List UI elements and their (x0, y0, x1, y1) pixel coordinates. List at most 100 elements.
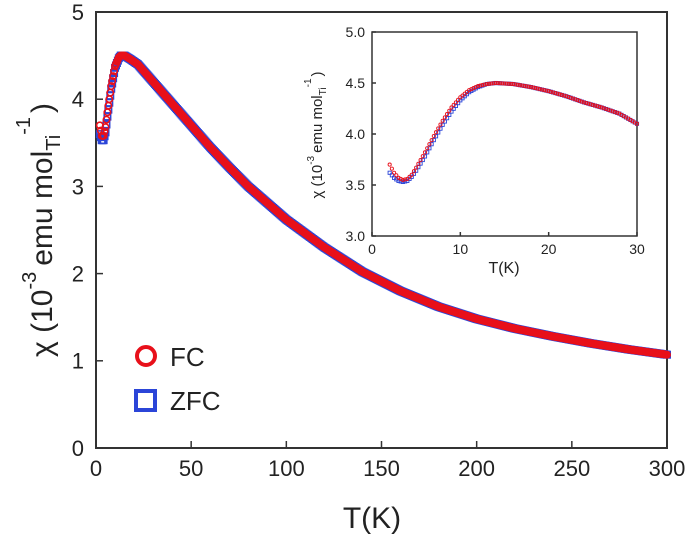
inset-fc-point (486, 81, 492, 86)
inset-fc-point (451, 102, 456, 107)
inset-fc-point (557, 92, 562, 97)
main-y-tick-label: 4 (72, 87, 84, 112)
inset-fc-point (601, 106, 606, 111)
inset-fc-point (610, 109, 615, 114)
inset-zfc-point (422, 154, 428, 159)
inset-fc-point (597, 104, 602, 109)
inset-fc-point (553, 91, 558, 96)
inset-fc-point (389, 166, 394, 171)
inset-ylabel-exp: -3 (306, 155, 317, 164)
inset-ylabel-sub: Ti (318, 87, 329, 95)
inset-fc-point (542, 88, 547, 93)
inset-fc-point (467, 88, 472, 93)
inset-fc-point (581, 100, 587, 105)
inset-fc-point (577, 98, 582, 103)
inset-x-axis-label: T(K) (488, 260, 519, 277)
inset-x-tick-label: 20 (541, 241, 557, 257)
inset-fc-point (440, 118, 445, 123)
inset-fc-point (429, 138, 434, 143)
inset-fc-point (592, 103, 598, 108)
inset-fc-point (431, 133, 436, 139)
inset-fc-point (533, 86, 538, 91)
inset-fc-point (411, 169, 417, 174)
legend-zfc-label: ZFC (170, 386, 221, 416)
inset-zfc-point (420, 157, 425, 163)
inset-zfc-point (433, 134, 439, 139)
inset-fc-point (471, 86, 476, 91)
main-fc-point (101, 123, 110, 132)
inset-fc-point (438, 122, 443, 127)
legend-fc-label: FC (170, 342, 205, 372)
main-y-tick-label: 1 (72, 349, 84, 374)
inset-y-tick-label: 3.5 (346, 177, 366, 193)
inset-fc-point (392, 170, 397, 175)
inset-zfc-point (436, 130, 441, 135)
inset-fc-point (524, 84, 529, 89)
main-fc-point (108, 77, 117, 86)
inset-fc-point (586, 101, 591, 106)
inset-fc-point (495, 81, 500, 86)
inset-fc-point (528, 85, 534, 90)
inset-zfc-point (442, 119, 447, 124)
inset-fc-point (475, 84, 481, 89)
inset-x-tick-label: 10 (453, 241, 469, 257)
inset-y-tick-label: 3.0 (346, 228, 366, 244)
inset-fc-point (564, 94, 569, 99)
inset-x-tick-label: 30 (629, 241, 645, 257)
inset-zfc-point (400, 179, 405, 184)
main-y-tick-label: 5 (72, 0, 84, 25)
main-ylabel-exp: -3 (19, 272, 41, 290)
inset-zfc-point (429, 142, 434, 147)
inset-fc-point (506, 81, 511, 86)
inset-fc-point (469, 87, 474, 92)
inset-zfc-point (449, 109, 454, 114)
inset-fc-point (608, 108, 613, 113)
main-x-axis-label: T(K) (343, 502, 401, 535)
inset-fc-point (414, 165, 419, 170)
inset-fc-point (562, 93, 567, 98)
inset-fc-point (387, 162, 392, 167)
inset-x-tick-label: 0 (368, 241, 376, 257)
inset-fc-point (526, 84, 531, 89)
inset-fc-point (555, 91, 560, 96)
inset-fc-point (409, 172, 414, 177)
inset-y-tick-label: 4.5 (346, 75, 366, 91)
inset-fc-point (588, 102, 593, 107)
inset-fc-point (498, 81, 503, 86)
inset-fc-point (445, 112, 450, 117)
inset-fc-point (478, 83, 483, 88)
inset-fc-point (590, 102, 595, 107)
inset-fc-point (604, 106, 609, 112)
inset-background (372, 32, 637, 236)
inset-fc-point (420, 154, 425, 159)
main-y-tick-label: 2 (72, 262, 84, 287)
inset-fc-point (615, 110, 620, 115)
inset-fc-point (595, 104, 600, 109)
inset-fc-point (634, 121, 640, 126)
svg-text:χ (10-3emu molTi-1): χ (10-3 emu molTi -1) (303, 71, 329, 198)
inset-zfc-point (389, 173, 394, 178)
inset-ylabel-chi: χ (10 (309, 165, 326, 199)
main-ylabel-sub: Ti (43, 135, 65, 151)
main-x-tick-label: 150 (363, 456, 400, 481)
inset-zfc-point (445, 116, 450, 121)
inset-y-tick-label: 5.0 (346, 24, 366, 40)
inset-fc-point (559, 92, 564, 98)
inset-fc-point (537, 87, 542, 92)
inset-fc-point (489, 81, 494, 86)
inset-fc-point (551, 90, 556, 95)
inset-fc-point (480, 82, 485, 88)
inset-fc-point (482, 82, 487, 87)
inset-fc-point (511, 81, 516, 87)
svg-text:χ (10-3emu molTi-1): χ (10-3 emu molTi -1) (13, 103, 65, 357)
main-y-tick-label: 0 (72, 436, 84, 461)
inset-fc-point (394, 173, 399, 178)
inset-fc-point (612, 110, 617, 115)
inset-fc-point (405, 176, 410, 181)
inset-zfc-point (431, 138, 436, 143)
inset-fc-point (407, 174, 412, 179)
main-fc-point (109, 72, 118, 81)
inset-fc-point (500, 81, 505, 86)
inset-fc-point (484, 81, 489, 87)
inset-zfc-point (427, 146, 432, 151)
